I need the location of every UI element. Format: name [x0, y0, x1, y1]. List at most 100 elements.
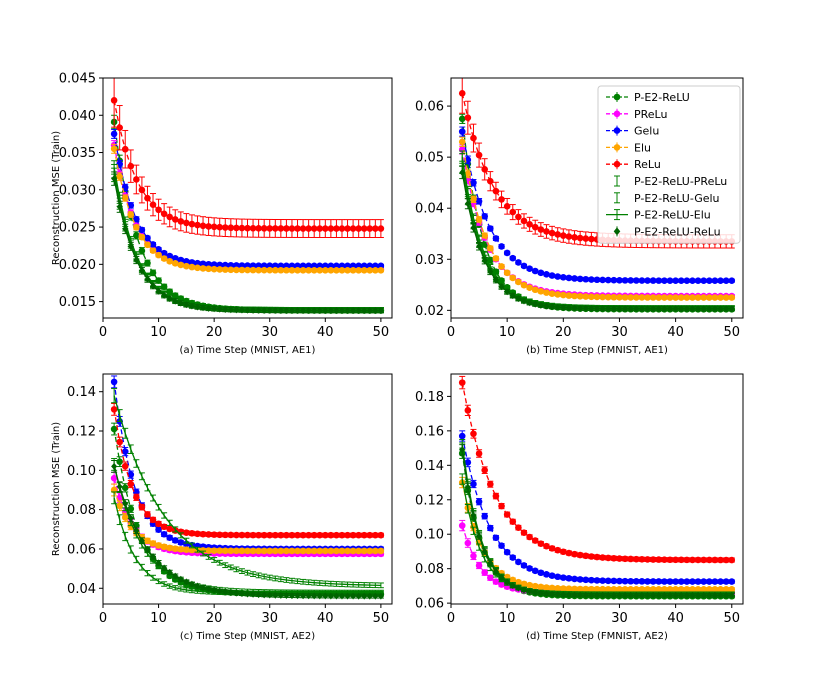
axes-frame	[450, 77, 744, 319]
data-point	[582, 304, 589, 312]
data-point	[543, 271, 550, 278]
data-point	[366, 266, 374, 274]
data-point	[110, 145, 118, 153]
data-point	[526, 299, 533, 307]
data-point	[333, 225, 340, 232]
data-point	[655, 305, 662, 313]
data-point	[138, 226, 146, 234]
data-point	[294, 266, 301, 274]
data-point	[661, 305, 668, 313]
data-point	[255, 266, 262, 274]
data-point	[458, 115, 466, 123]
data-point	[277, 306, 284, 314]
data-point	[355, 225, 362, 232]
data-point	[172, 297, 179, 305]
data-point	[487, 225, 494, 232]
data-point	[221, 224, 229, 231]
data-point	[183, 546, 190, 553]
data-point	[577, 304, 584, 312]
data-point	[266, 225, 274, 232]
data-point	[616, 294, 623, 301]
data-point	[277, 547, 285, 555]
data-point	[554, 291, 561, 298]
data-point	[355, 531, 362, 539]
data-point	[171, 260, 179, 267]
data-point	[294, 592, 301, 600]
data-point	[344, 531, 351, 539]
data-point	[361, 592, 368, 600]
data-point	[177, 256, 185, 264]
data-point	[554, 303, 561, 311]
data-point	[244, 224, 251, 232]
data-point	[627, 277, 634, 284]
data-point	[288, 306, 295, 314]
data-point	[177, 545, 185, 553]
data-point	[260, 225, 268, 232]
data-point	[526, 221, 533, 228]
data-point	[700, 294, 707, 301]
data-point	[283, 306, 290, 314]
data-point	[498, 196, 505, 203]
chart-panel-c: 0 10 20 30 40 50 0.04 0.06 0.08 0.10 0.12 0.14 (c) T…	[51, 373, 393, 642]
x-axis-label: (c) Time Step (MNIST, AE2)	[180, 631, 315, 642]
data-point	[593, 293, 601, 301]
data-point	[504, 288, 511, 296]
data-point	[327, 531, 335, 539]
data-point	[593, 276, 601, 284]
data-point	[350, 307, 357, 315]
data-point	[160, 283, 168, 291]
data-point	[177, 218, 185, 225]
data-point	[638, 305, 645, 313]
data-point	[227, 547, 235, 555]
data-point	[171, 545, 179, 552]
data-point	[299, 266, 307, 274]
data-point	[554, 273, 561, 280]
data-point	[116, 502, 123, 510]
data-point	[560, 232, 567, 239]
data-point	[216, 531, 224, 539]
data-point	[349, 531, 357, 539]
data-point	[548, 272, 556, 279]
data-point	[571, 234, 578, 241]
data-point	[233, 306, 240, 314]
data-point	[238, 266, 246, 274]
data-point	[683, 305, 690, 313]
data-point	[205, 531, 212, 538]
data-point	[250, 590, 257, 598]
data-point	[133, 232, 140, 239]
data-point	[366, 225, 374, 232]
series-p-e2-relu-relu	[459, 165, 735, 313]
data-point	[582, 235, 590, 242]
data-point	[360, 531, 368, 539]
data-point	[481, 232, 488, 239]
data-point	[548, 229, 556, 237]
data-point	[116, 438, 123, 446]
data-point	[515, 213, 522, 221]
data-point	[166, 568, 173, 576]
data-point	[205, 585, 212, 593]
data-point	[310, 547, 318, 555]
x-tick-label: 50	[373, 325, 390, 340]
data-point	[183, 529, 190, 536]
series-p-e2-relu-relu	[111, 459, 384, 600]
data-point	[728, 305, 735, 313]
data-point	[227, 306, 234, 314]
data-point	[322, 547, 329, 555]
data-point	[627, 294, 634, 301]
data-point	[133, 215, 140, 223]
data-point	[316, 307, 323, 315]
data-point	[543, 228, 550, 235]
data-point	[121, 448, 129, 455]
data-point	[722, 277, 730, 285]
x-tick-label: 30	[261, 611, 278, 626]
data-point	[728, 294, 736, 301]
data-point	[222, 305, 229, 313]
data-point	[333, 266, 340, 274]
data-point	[300, 592, 307, 600]
data-point	[127, 471, 135, 478]
data-point	[475, 151, 483, 159]
data-point	[355, 547, 362, 555]
data-point	[633, 294, 640, 301]
y-axis-label: Reconstruction MSE (Train)	[51, 422, 62, 556]
data-point	[464, 200, 471, 208]
